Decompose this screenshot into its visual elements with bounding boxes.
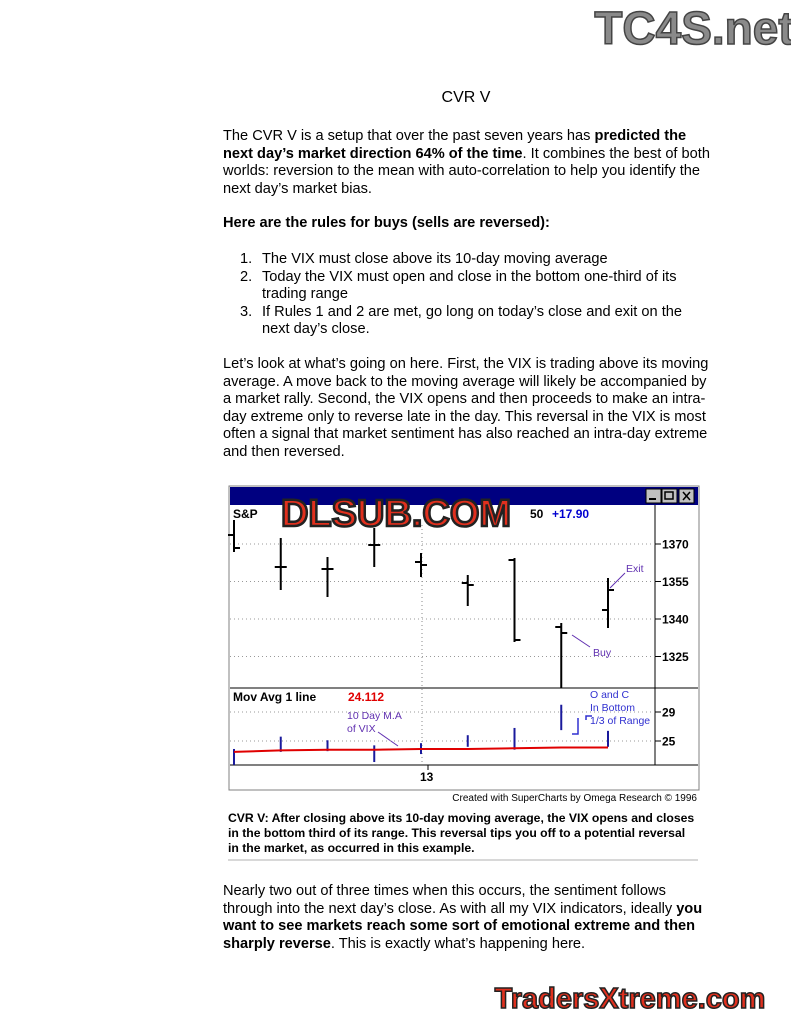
y-tick-label: 25 (662, 735, 676, 749)
symbol: S&P (233, 507, 258, 521)
last-price: 50 (530, 507, 544, 521)
annotation-arrow (377, 731, 399, 747)
y-tick-label: 29 (662, 705, 676, 719)
icon (682, 491, 691, 501)
y-tick-label: 1340 (662, 613, 689, 627)
watermark-top: TC4S.net (594, 2, 791, 54)
indicator-value: 24.112 (348, 690, 384, 704)
rule-item: 1. The VIX must close above its 10-day mo… (223, 251, 713, 269)
window-titlebar (230, 487, 698, 505)
indicator-title: Mov Avg 1 line (233, 690, 316, 704)
text-run: . This is exactly what’s happening here. (330, 935, 586, 952)
text-run: predicted the next day’s market directio… (223, 128, 687, 162)
range-note: O and C (590, 689, 630, 701)
document-title: CVR V (441, 89, 491, 106)
text-run: The CVR V is a setup that over the past … (223, 128, 595, 144)
paragraph: The CVR V is a setup that over the past … (223, 128, 713, 198)
y-tick-label: 1355 (662, 575, 689, 589)
ma-note: 10 Day M.A (347, 710, 402, 722)
x-label: 13 (420, 770, 434, 784)
y-tick-label: 1370 (662, 538, 689, 552)
annotation-arrow (571, 634, 591, 648)
moving-average-line (233, 746, 609, 753)
y-tick-label: 1325 (662, 650, 689, 664)
annotation-arrow (609, 572, 626, 589)
rule-text: The VIX must close above its 10-day movi… (262, 250, 608, 267)
rules-heading: Here are the rules for buys (sells are r… (223, 215, 550, 232)
buy-annotation: Buy (593, 647, 612, 659)
rule-text: Today the VIX must open and close in the… (262, 268, 677, 303)
exit-annotation: Exit (626, 563, 644, 575)
range-note: 1/3 of Range (590, 715, 650, 727)
figure-caption: CVR V: After closing above its 10-day mo… (228, 811, 698, 861)
window-buttons (645, 488, 695, 504)
paragraph: Let’s look at what’s going on here. Firs… (223, 355, 709, 460)
text-run: Nearly two out of three times when this … (223, 883, 677, 917)
ma-note: of VIX (347, 723, 376, 735)
rule-number: 3. (240, 303, 253, 320)
window-frame (228, 485, 700, 791)
text-run: you want to see markets reach some sort … (223, 900, 703, 952)
credit: Created with SuperCharts by Omega Resear… (452, 793, 697, 804)
minimize-button (645, 488, 662, 504)
rule-text: If Rules 1 and 2 are met, go long on tod… (262, 303, 682, 338)
range-bracket (572, 715, 592, 735)
rule-number: 2. (240, 268, 253, 285)
rule-number: 1. (240, 250, 253, 267)
body-column: The CVR V is a setup that over the past … (223, 128, 713, 462)
rules-list: 1. The VIX must close above its 10-day mo… (223, 251, 713, 339)
rule-item: 2. Today the VIX must open and close in t… (223, 269, 713, 304)
rule-item: 3. If Rules 1 and 2 are met, go long on t… (223, 304, 713, 339)
paragraph: Nearly two out of three times when this … (223, 883, 713, 953)
watermark-center: DLSUB.COM (281, 493, 511, 535)
watermark-bottom: TradersXtreme.com (495, 983, 766, 1015)
price-change: +17.90 (552, 507, 589, 521)
range-note: In Bottom (590, 702, 635, 714)
text-run: . It combines the best of both worlds: r… (223, 145, 710, 197)
icon (664, 491, 674, 500)
